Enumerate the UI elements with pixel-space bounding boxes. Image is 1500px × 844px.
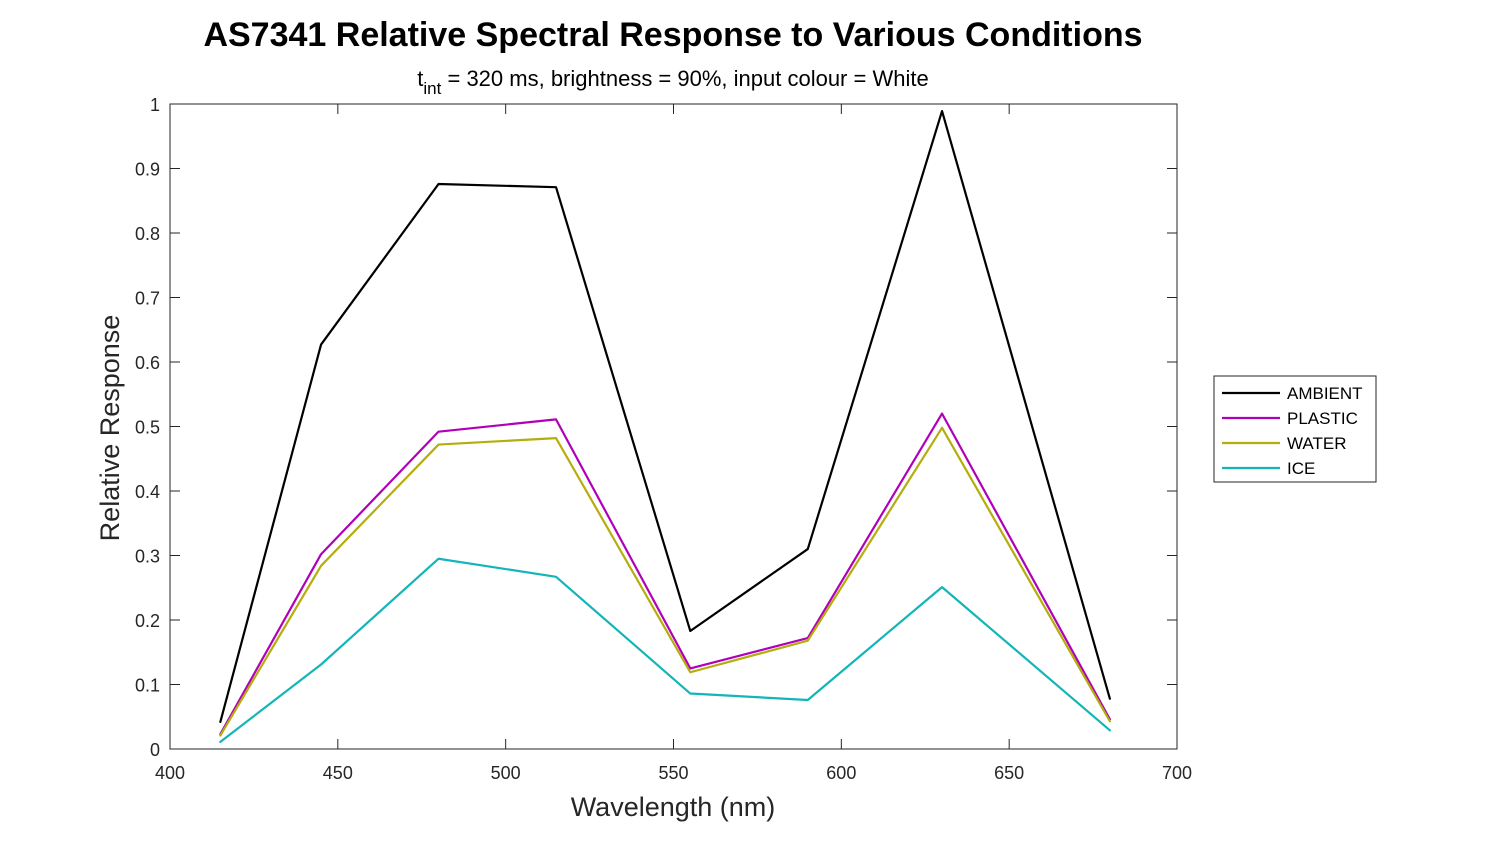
x-tick-label: 600 [826,763,856,783]
legend-label-ambient: AMBIENT [1287,384,1363,403]
chart-subtitle: tint = 320 ms, brightness = 90%, input c… [417,66,928,98]
x-tick-label: 550 [658,763,688,783]
x-tick-label: 450 [323,763,353,783]
x-tick-label: 650 [994,763,1024,783]
legend-entries: AMBIENT PLASTIC WATER ICE [1222,384,1363,478]
y-tick-label: 0.9 [135,160,160,180]
series-line-ice [219,557,1111,744]
subtitle-subscript: int [423,79,441,98]
chart-title: AS7341 Relative Spectral Response to Var… [203,16,1142,54]
y-axis-label: Relative Response [95,315,125,542]
x-tick-label: 500 [491,763,521,783]
legend-label-plastic: PLASTIC [1287,409,1358,428]
y-tick-label: 0.7 [135,289,160,309]
legend-label-water: WATER [1287,434,1347,453]
y-tick-label: 0 [150,740,160,760]
legend: AMBIENT PLASTIC WATER ICE [1213,375,1377,483]
y-tick-label: 0.8 [135,224,160,244]
plot-area [169,103,1178,750]
y-tick-label: 0.1 [135,676,160,696]
x-tick-label: 700 [1162,763,1192,783]
subtitle-rest: = 320 ms, brightness = 90%, input colour… [441,66,928,91]
y-tick-label: 1 [150,95,160,115]
series-line-ambient [219,109,1111,724]
y-tick-label: 0.6 [135,353,160,373]
y-tick-label: 0.2 [135,611,160,631]
legend-label-ice: ICE [1287,459,1315,478]
y-axis: 0 0.1 0.2 0.3 0.4 0.5 0.6 0.7 0.8 0.9 1 [135,95,1177,760]
series-line-plastic [219,412,1111,736]
y-tick-label: 0.3 [135,547,160,567]
y-tick-label: 0.4 [135,482,160,502]
x-axis-label: Wavelength (nm) [571,792,776,822]
subtitle-t: t [417,66,423,91]
x-tick-label: 400 [155,763,185,783]
x-axis: 400 450 500 550 600 650 700 [155,104,1192,783]
y-tick-label: 0.5 [135,418,160,438]
series-lines [219,109,1111,744]
series-line-water [219,426,1111,737]
